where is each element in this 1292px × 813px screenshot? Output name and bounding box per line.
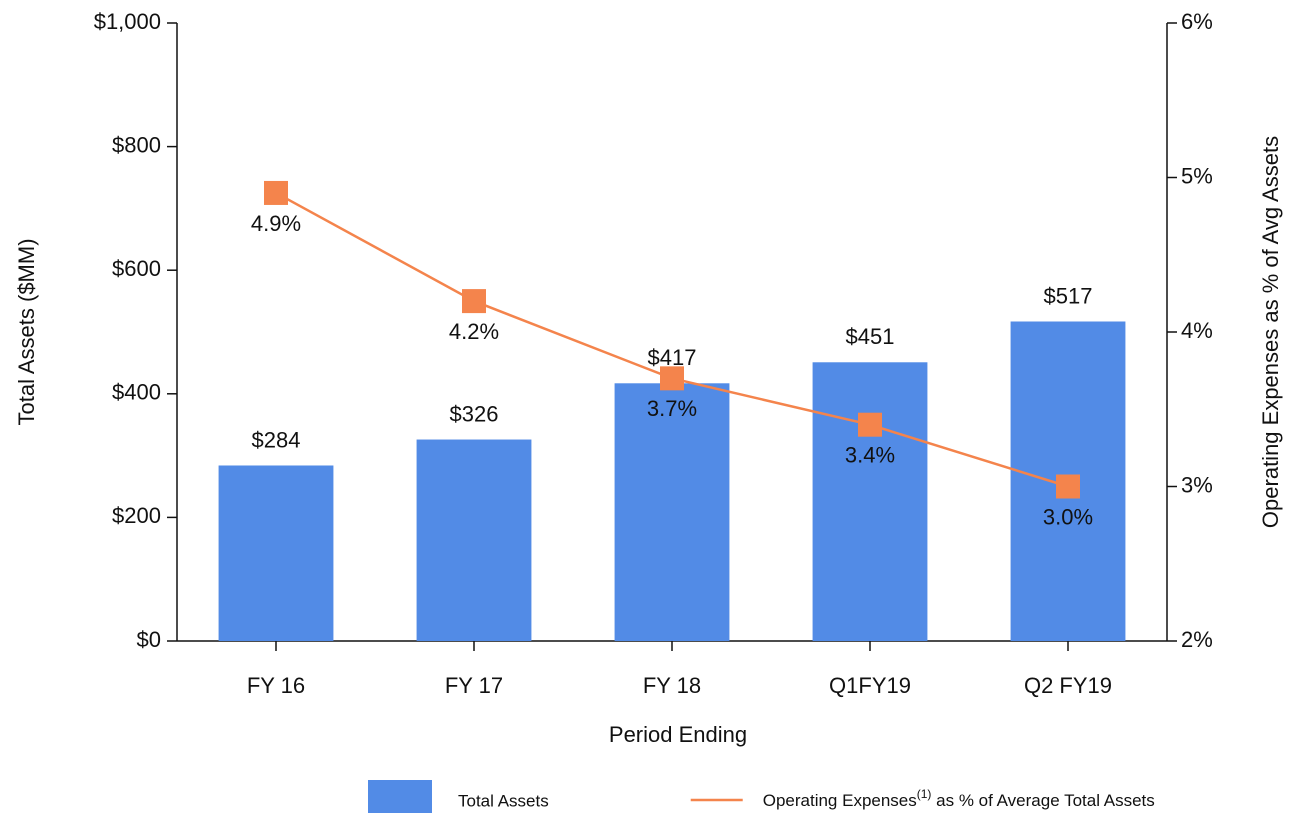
y2-tick-label: 6% <box>1181 9 1213 34</box>
y-tick-label: $400 <box>112 380 161 405</box>
y-tick-label: $0 <box>137 627 161 652</box>
line-value-label: 4.2% <box>449 319 499 344</box>
bar-value-label: $517 <box>1044 283 1093 308</box>
y2-tick-label: 5% <box>1181 163 1213 188</box>
y-tick-label: $1,000 <box>94 9 161 34</box>
legend-text: Operating Expenses <box>763 791 917 810</box>
bar-value-label: $284 <box>252 427 301 452</box>
bar <box>218 465 334 641</box>
bar <box>614 383 730 641</box>
y-tick-label: $800 <box>112 132 161 157</box>
y2-tick-label: 2% <box>1181 627 1213 652</box>
legend-label: Total Assets <box>458 791 549 810</box>
x-tick-label: Q2 FY19 <box>1024 673 1112 698</box>
bar <box>416 439 532 641</box>
line-marker <box>1056 474 1080 499</box>
bar-value-label: $417 <box>648 345 697 370</box>
y-axis-title: Total Assets ($MM) <box>14 238 39 425</box>
bar-value-label: $451 <box>846 324 895 349</box>
legend-superscript: (1) <box>917 787 932 801</box>
line-marker <box>264 180 288 205</box>
legend-swatch <box>368 780 432 813</box>
x-axis-title: Period Ending <box>609 722 747 747</box>
legend-text: as % of Average Total Assets <box>931 791 1154 810</box>
y2-tick-label: 4% <box>1181 318 1213 343</box>
line-marker <box>858 412 882 437</box>
x-tick-label: FY 18 <box>643 673 701 698</box>
line-value-label: 3.4% <box>845 443 895 468</box>
bar <box>812 362 928 641</box>
line-value-label: 3.0% <box>1043 504 1093 529</box>
line-marker <box>660 366 684 391</box>
y2-tick-label: 3% <box>1181 472 1213 497</box>
legend-label: Operating Expenses(1) as % of Average To… <box>763 787 1155 810</box>
x-tick-label: Q1FY19 <box>829 673 911 698</box>
bar-value-label: $326 <box>450 401 499 426</box>
y-tick-label: $600 <box>112 256 161 281</box>
x-tick-label: FY 16 <box>247 673 305 698</box>
line-value-label: 3.7% <box>647 396 697 421</box>
line-value-label: 4.9% <box>251 211 301 236</box>
line-marker <box>462 289 486 314</box>
y2-axis-title: Operating Expenses as % of Avg Assets <box>1258 136 1283 528</box>
y-tick-label: $200 <box>112 503 161 528</box>
x-tick-label: FY 17 <box>445 673 503 698</box>
